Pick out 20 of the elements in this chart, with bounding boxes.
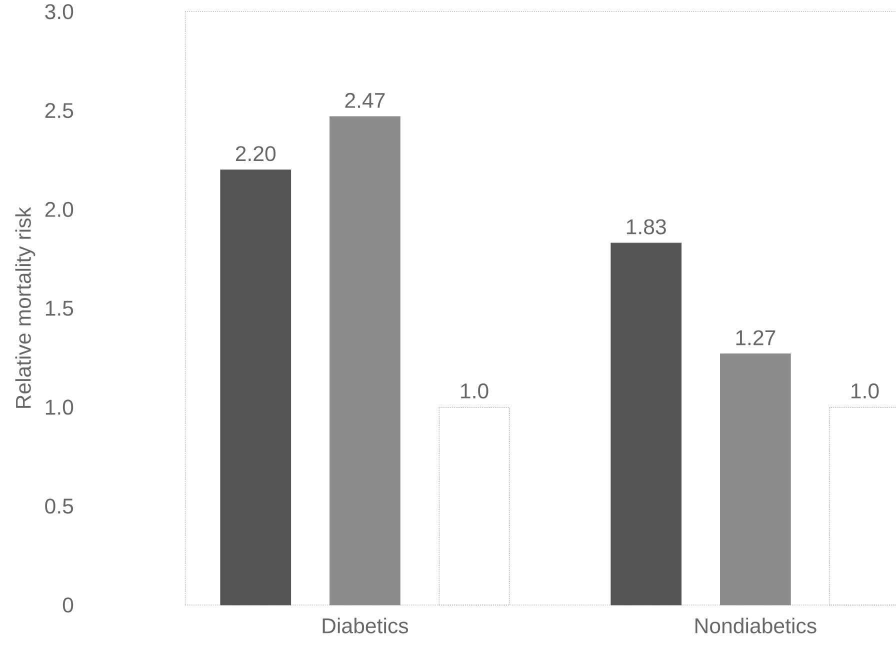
data-label: 2.20 <box>236 146 276 162</box>
data-label: 2.47 <box>345 92 385 108</box>
y-tick-label: 1.0 <box>46 400 74 415</box>
data-label: 1.27 <box>736 330 776 346</box>
y-tick-label: 0 <box>62 597 74 613</box>
x-tick-label: Nondiabetics <box>696 618 816 634</box>
bar <box>220 170 292 606</box>
bar <box>720 354 791 606</box>
y-tick-label: 3.0 <box>45 4 74 20</box>
data-label: 1.0 <box>852 383 879 399</box>
x-tick-label: Diabetics <box>322 618 408 634</box>
data-label: 1.0 <box>461 383 488 399</box>
y-tick-label: 0.5 <box>45 498 74 514</box>
y-tick-label: 2.0 <box>45 202 74 217</box>
bar <box>330 116 400 606</box>
y-axis-title: Relative mortality risk <box>15 207 36 408</box>
y-tick-label: 1.5 <box>46 300 74 316</box>
y-tick-label: 2.5 <box>45 103 74 118</box>
data-label: 1.83 <box>626 219 666 234</box>
bar <box>610 242 682 606</box>
